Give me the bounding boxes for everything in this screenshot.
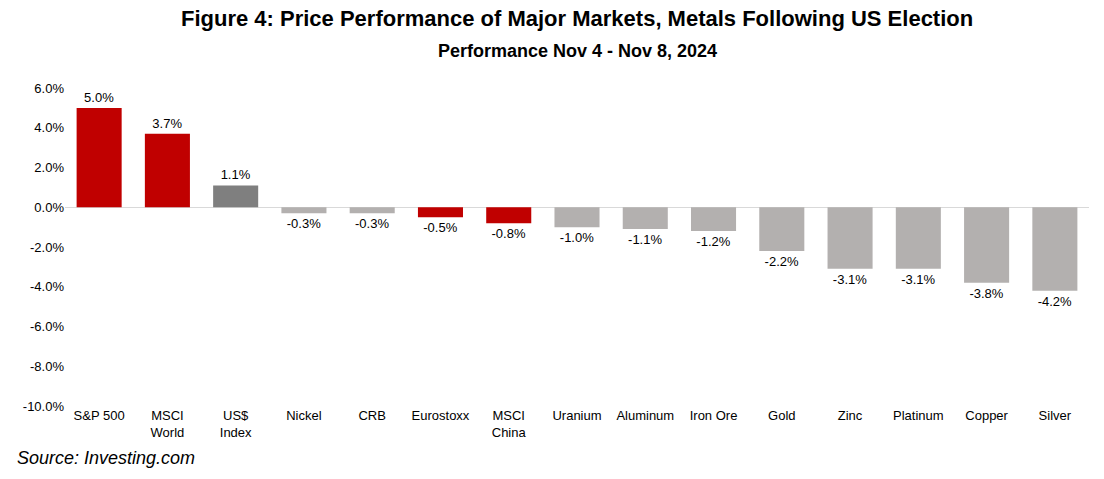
svg-text:Uranium: Uranium <box>552 408 601 423</box>
svg-text:Zinc: Zinc <box>838 408 863 423</box>
svg-text:-3.1%: -3.1% <box>901 272 935 287</box>
svg-text:Iron Ore: Iron Ore <box>690 408 738 423</box>
svg-text:S&P 500: S&P 500 <box>74 408 125 423</box>
svg-text:Copper: Copper <box>965 408 1008 423</box>
svg-text:-6.0%: -6.0% <box>30 319 64 334</box>
svg-text:-8.0%: -8.0% <box>30 359 64 374</box>
svg-text:-1.2%: -1.2% <box>696 234 730 249</box>
svg-text:-1.1%: -1.1% <box>628 232 662 247</box>
svg-text:4.0%: 4.0% <box>34 120 64 135</box>
svg-text:-0.3%: -0.3% <box>287 216 321 231</box>
svg-text:Nickel: Nickel <box>286 408 322 423</box>
svg-text:MSCIChina: MSCIChina <box>492 408 527 440</box>
svg-text:-0.3%: -0.3% <box>355 216 389 231</box>
svg-text:0.0%: 0.0% <box>34 200 64 215</box>
svg-text:-4.0%: -4.0% <box>30 279 64 294</box>
svg-text:Aluminum: Aluminum <box>616 408 674 423</box>
svg-text:-2.0%: -2.0% <box>30 240 64 255</box>
svg-text:-3.8%: -3.8% <box>969 286 1003 301</box>
svg-text:-0.8%: -0.8% <box>492 226 526 241</box>
svg-text:-3.1%: -3.1% <box>833 272 867 287</box>
svg-text:6.0%: 6.0% <box>34 81 64 96</box>
svg-text:-0.5%: -0.5% <box>423 220 457 235</box>
svg-text:5.0%: 5.0% <box>84 90 114 105</box>
svg-text:-4.2%: -4.2% <box>1038 294 1072 309</box>
svg-text:2.0%: 2.0% <box>34 160 64 175</box>
svg-text:US$Index: US$Index <box>220 408 252 440</box>
svg-text:CRB: CRB <box>358 408 385 423</box>
svg-text:-2.2%: -2.2% <box>765 254 799 269</box>
svg-text:MSCIWorld: MSCIWorld <box>151 408 185 440</box>
svg-text:1.1%: 1.1% <box>221 167 251 182</box>
svg-text:Silver: Silver <box>1039 408 1072 423</box>
svg-text:-1.0%: -1.0% <box>560 230 594 245</box>
svg-text:Source: Investing.com: Source: Investing.com <box>17 448 195 468</box>
svg-text:Eurostoxx: Eurostoxx <box>412 408 470 423</box>
svg-text:Platinum: Platinum <box>893 408 944 423</box>
svg-text:Figure 4: Price Performance of: Figure 4: Price Performance of Major Mar… <box>181 6 973 31</box>
svg-text:Performance Nov 4 - Nov 8, 202: Performance Nov 4 - Nov 8, 2024 <box>438 41 717 61</box>
svg-text:-10.0%: -10.0% <box>23 399 65 414</box>
svg-text:Gold: Gold <box>768 408 795 423</box>
svg-text:3.7%: 3.7% <box>152 116 182 131</box>
